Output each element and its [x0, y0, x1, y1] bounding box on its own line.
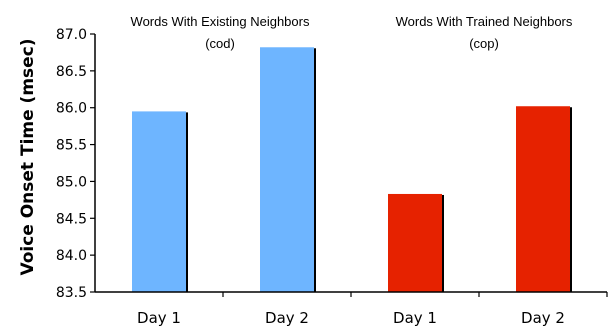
- bars: [132, 47, 572, 293]
- y-tick-label: 85.0: [56, 174, 87, 190]
- annotation-2-line1: Words With Trained Neighbors: [396, 14, 573, 29]
- y-tick-label: 87.0: [56, 27, 87, 43]
- y-axis-ticks: 83.5 84.0 84.5 85.0 85.5 86.0 86.5 87.0: [56, 27, 95, 301]
- annotation-2-line2: (cop): [469, 36, 499, 51]
- x-category-label: Day 2: [521, 309, 565, 327]
- y-tick-label: 83.5: [56, 285, 87, 301]
- y-tick-label: 86.0: [56, 101, 87, 117]
- bar-3: [388, 193, 442, 292]
- y-tick-label: 84.5: [56, 211, 87, 227]
- y-tick-label: 85.5: [56, 138, 87, 154]
- x-axis-categories: Day 1 Day 2 Day 1 Day 2: [137, 292, 608, 327]
- x-category-label: Day 1: [137, 309, 181, 327]
- annotation-1-line2: (cod): [205, 36, 235, 51]
- y-tick-label: 86.5: [56, 64, 87, 80]
- bar-1: [132, 111, 186, 293]
- y-axis-label: Voice Onset Time (msec): [18, 38, 38, 275]
- y-tick-label: 84.0: [56, 248, 87, 264]
- annotation-1-line1: Words With Existing Neighbors: [131, 14, 310, 29]
- x-category-label: Day 2: [265, 309, 309, 327]
- x-category-label: Day 1: [393, 309, 437, 327]
- bar-2: [260, 47, 314, 292]
- bar-4: [516, 106, 570, 293]
